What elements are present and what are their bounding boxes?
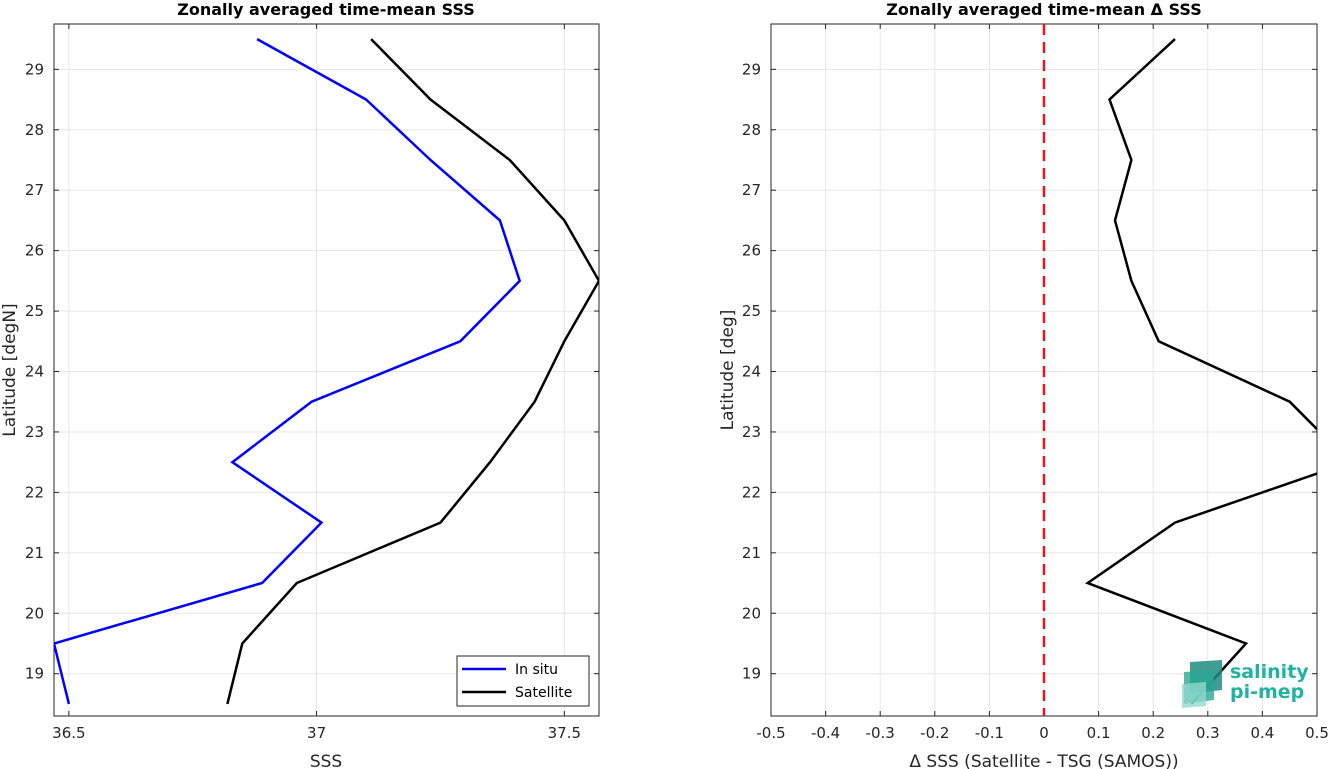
x-tick-label: 0.1 (1087, 724, 1111, 742)
sss-profile-chart: 36.5 37 37.5 19 20 21 22 23 24 25 26 27 28 29 Zonally… (0, 0, 600, 769)
y-tick-label: 22 (25, 483, 44, 501)
y-tick-label: 25 (742, 302, 761, 320)
legend-box (456, 655, 590, 707)
y-tick-label: 19 (25, 665, 44, 683)
salinity-pi-mep-logo: salinity pi-mep (1182, 660, 1309, 708)
y-tick-label: 24 (25, 363, 44, 381)
grid (54, 24, 599, 716)
plot-frame (53, 23, 600, 717)
y-axis-label: Latitude [deg] (718, 310, 738, 431)
logo-waves-icon (1182, 660, 1222, 708)
series-layer (54, 38, 599, 705)
x-tick-label: 37.5 (548, 724, 581, 742)
x-tick-label: 0 (1039, 724, 1049, 742)
x-tick-label: 0.2 (1141, 724, 1165, 742)
x-tick-label: 0.5 (1305, 724, 1329, 742)
y-tick-label: 22 (742, 483, 761, 501)
series-line-1 (226, 38, 599, 705)
logo-text-salinity: salinity (1230, 661, 1309, 683)
y-tick-label: 23 (25, 423, 44, 441)
x-axis-label: SSS (310, 752, 342, 769)
x-tick-label: 0.4 (1250, 724, 1274, 742)
legend-label-in-situ: In situ (515, 662, 558, 678)
y-tick-label: 21 (25, 544, 44, 562)
y-tick-label: 28 (742, 121, 761, 139)
y-tick-label: 21 (742, 544, 761, 562)
y-tick-label: 28 (25, 121, 44, 139)
axes-ticks: 36.5 37 37.5 19 20 21 22 23 24 25 26 27 28 29 (25, 24, 599, 742)
delta-sss-profile-chart: -0.5 -0.4 -0.3 -0.2 -0.1 0 0.1 0.2 0.3 0.4 0.5 19 20… (718, 0, 1329, 769)
x-tick-label: -0.2 (920, 724, 949, 742)
y-tick-label: 29 (25, 60, 44, 78)
series-line-0 (1085, 38, 1317, 705)
series-layer (1042, 24, 1317, 716)
y-tick-label: 26 (25, 242, 44, 260)
chart-title: Zonally averaged time-mean Δ SSS (886, 0, 1202, 19)
y-tick-label: 27 (742, 181, 761, 199)
logo-text-pi-mep: pi-mep (1230, 681, 1304, 703)
y-tick-label: 27 (25, 181, 44, 199)
y-tick-label: 23 (742, 423, 761, 441)
y-tick-label: 20 (742, 604, 761, 622)
x-axis-label: Δ SSS (Satellite - TSG (SAMOS)) (909, 752, 1178, 769)
chart-title: Zonally averaged time-mean SSS (177, 0, 475, 19)
x-tick-label: 36.5 (52, 724, 85, 742)
y-tick-label: 19 (742, 665, 761, 683)
x-tick-label: -0.4 (811, 724, 840, 742)
y-tick-label: 26 (742, 242, 761, 260)
y-tick-label: 20 (25, 604, 44, 622)
legend: In situ Satellite (456, 655, 590, 707)
x-tick-label: 37 (307, 724, 326, 742)
y-tick-label: 29 (742, 60, 761, 78)
y-tick-label: 25 (25, 302, 44, 320)
y-tick-label: 24 (742, 363, 761, 381)
x-tick-label: -0.1 (975, 724, 1004, 742)
x-tick-label: -0.5 (756, 724, 785, 742)
axes-ticks: -0.5 -0.4 -0.3 -0.2 -0.1 0 0.1 0.2 0.3 0.4 0.5 19 20… (742, 24, 1329, 742)
y-axis-label: Latitude [degN] (0, 303, 20, 436)
x-tick-label: -0.3 (866, 724, 895, 742)
legend-label-satellite: Satellite (515, 685, 572, 701)
x-tick-label: 0.3 (1196, 724, 1220, 742)
series-line-0 (54, 38, 522, 705)
